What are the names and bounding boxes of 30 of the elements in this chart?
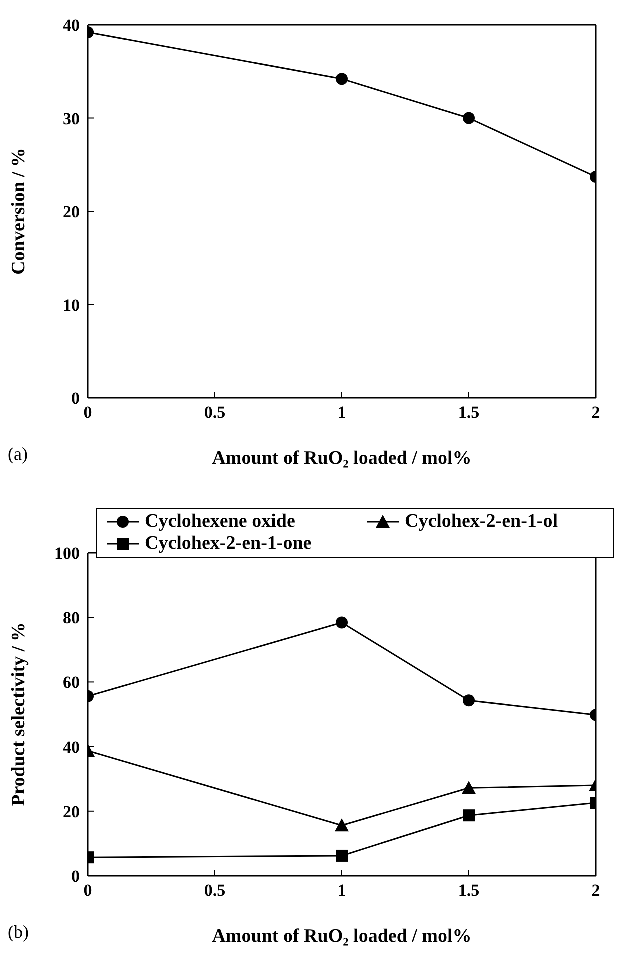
y-tick-label: 10 [63, 296, 80, 315]
x-tick-label: 1 [338, 403, 346, 422]
y-tick-label: 40 [63, 16, 80, 36]
x-tick-label: 1.5 [458, 881, 480, 900]
y-tick-label: 30 [63, 109, 80, 128]
y-tick-label: 60 [63, 673, 80, 692]
x-axis-title: Amount of RuO₂ loaded / mol% [212, 926, 472, 947]
x-tick-label: 1.5 [458, 403, 480, 422]
y-tick-label: 0 [72, 867, 80, 886]
x-tick-label: 2 [592, 403, 600, 422]
x-tick-label: 2 [592, 881, 600, 900]
y-tick-label: 40 [63, 738, 80, 757]
text: (a) [8, 444, 28, 465]
y-axis-title: Conversion / % [8, 148, 30, 275]
y-tick-label: 20 [63, 802, 80, 822]
text: (b) [8, 922, 29, 943]
y-tick-label: 20 [63, 202, 80, 222]
legend-label: Cyclohex-2-en-1-one [145, 533, 312, 555]
legend-label: Cyclohexene oxide [145, 511, 296, 533]
x-tick-label: 0 [84, 403, 92, 422]
y-tick-label: 0 [72, 389, 80, 408]
y-tick-label: 100 [54, 544, 80, 564]
x-tick-label: 0 [84, 881, 92, 900]
y-tick-label: 80 [63, 608, 80, 628]
y-axis-title: Product selectivity / % [8, 622, 30, 806]
legend-label: Cyclohex-2-en-1-ol [405, 511, 558, 533]
x-axis-title: Amount of RuO₂ loaded / mol% [212, 448, 472, 469]
x-tick-label: 0.5 [204, 403, 226, 422]
x-tick-label: 1 [338, 881, 346, 900]
x-tick-label: 0.5 [204, 881, 226, 900]
